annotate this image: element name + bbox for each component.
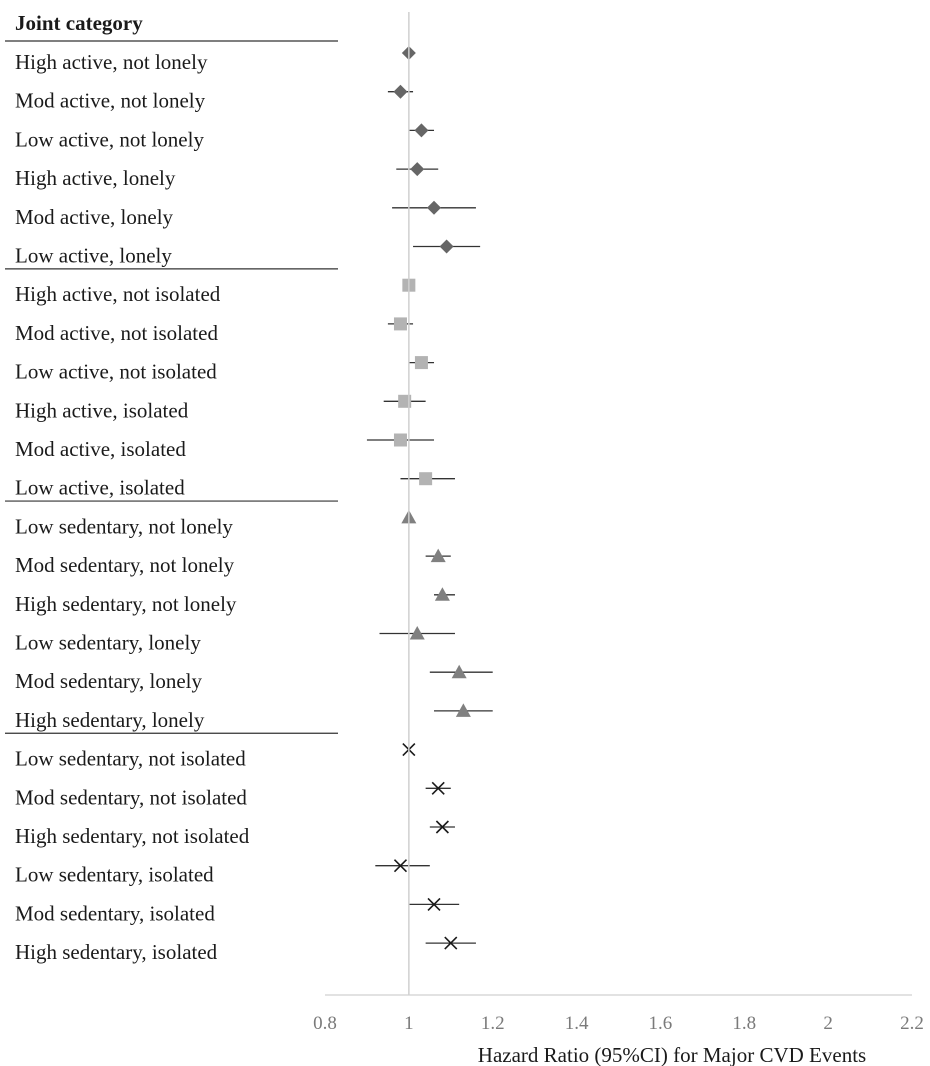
row-label: Low sedentary, not lonely: [15, 514, 233, 538]
triangle-marker: [409, 626, 425, 640]
row-label: High active, not lonely: [15, 50, 208, 74]
table-header: Joint category: [15, 11, 143, 35]
x-marker: [427, 897, 441, 911]
diamond-marker: [393, 84, 408, 99]
x-marker: [444, 936, 458, 950]
row-label: Mod active, not isolated: [15, 321, 218, 345]
triangle-marker: [455, 703, 471, 717]
x-tick-label: 1.2: [481, 1013, 505, 1034]
x-marker: [431, 781, 445, 795]
row-label: Mod active, lonely: [15, 205, 174, 229]
x-tick-label: 1.6: [649, 1013, 673, 1034]
x-tick-label: 2: [823, 1013, 833, 1034]
row-label: Mod sedentary, not lonely: [15, 553, 235, 577]
x-tick-label: 0.8: [313, 1013, 337, 1034]
x-tick-label: 1.4: [565, 1013, 589, 1034]
row-label: Mod active, isolated: [15, 437, 186, 461]
diamond-marker: [439, 239, 454, 254]
row-label: Low active, lonely: [15, 244, 172, 268]
x-axis-label: Hazard Ratio (95%CI) for Major CVD Event…: [478, 1043, 866, 1066]
row-label: High sedentary, not isolated: [15, 824, 250, 848]
row-label: High active, isolated: [15, 398, 189, 422]
row-label: Mod sedentary, lonely: [15, 669, 203, 693]
square-marker: [398, 394, 412, 408]
square-marker: [393, 433, 407, 447]
row-label: Mod active, not lonely: [15, 89, 206, 113]
row-label: High sedentary, not lonely: [15, 592, 237, 616]
row-label: Low active, not isolated: [15, 360, 217, 384]
diamond-marker: [427, 200, 442, 215]
triangle-marker: [434, 587, 450, 601]
row-label: Low sedentary, lonely: [15, 631, 201, 655]
square-marker: [414, 356, 428, 370]
diamond-marker: [410, 162, 425, 177]
row-label: High sedentary, lonely: [15, 708, 205, 732]
row-label: High active, not isolated: [15, 282, 221, 306]
row-label: Low sedentary, isolated: [15, 863, 214, 887]
row-label: Low sedentary, not isolated: [15, 747, 246, 771]
x-tick-label: 2.2: [900, 1013, 924, 1034]
square-marker: [419, 472, 433, 486]
x-marker: [435, 820, 449, 834]
rows-layer: High active, not lonely Mod active, not l…: [5, 46, 493, 964]
x-tick-label: 1: [404, 1013, 414, 1034]
row-label: Mod sedentary, isolated: [15, 901, 215, 925]
diamond-marker: [414, 123, 429, 138]
row-label: High active, lonely: [15, 166, 176, 190]
triangle-marker: [451, 664, 467, 679]
row-label: Low active, isolated: [15, 476, 185, 500]
row-label: Low active, not lonely: [15, 127, 204, 151]
x-axis: 0.8 1 1.2 1.4 1.6 1.8 2 2.2: [313, 12, 924, 1034]
triangle-marker: [430, 548, 446, 563]
square-marker: [393, 317, 407, 331]
x-marker: [393, 859, 408, 873]
x-tick-label: 1.8: [732, 1013, 756, 1034]
row-label: High sedentary, isolated: [15, 940, 218, 964]
row-label: Mod sedentary, not isolated: [15, 785, 247, 809]
